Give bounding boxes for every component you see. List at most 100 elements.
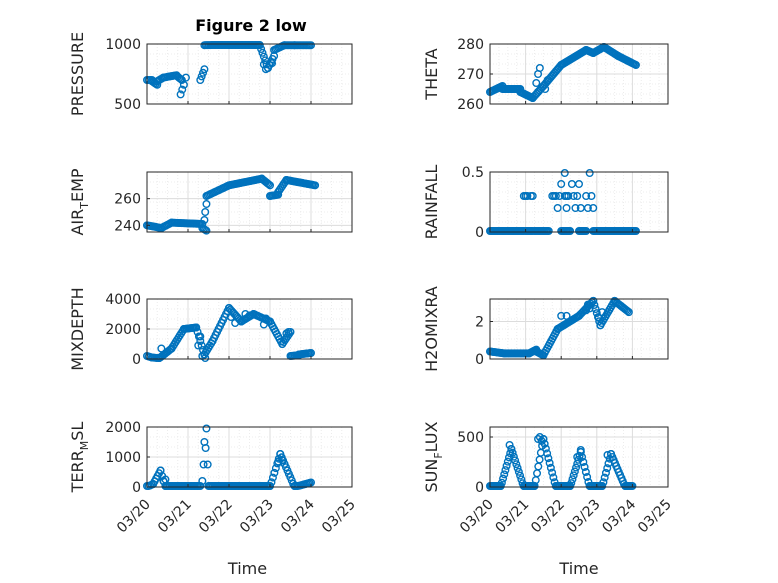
data-marker xyxy=(568,475,577,484)
x-tick-label: 03/20 xyxy=(457,497,497,537)
data-marker xyxy=(573,191,582,200)
data-marker xyxy=(513,464,522,473)
y-axis-label-main: SUN xyxy=(422,459,441,493)
x-tick-label: 03/23 xyxy=(237,497,277,537)
y-axis-label: TERRMSL xyxy=(68,422,91,494)
y-tick-label: 500 xyxy=(457,430,484,446)
data-marker xyxy=(268,59,277,68)
data-marker xyxy=(511,456,520,465)
data-marker xyxy=(255,41,264,50)
subplot-sunflux: 0 500 SUNFLUX 03/2003/2103/2203/2303/2403/2… xyxy=(422,421,675,578)
y-tick-label: 500 xyxy=(114,97,141,113)
data-marker xyxy=(274,190,283,199)
data-marker xyxy=(266,181,275,190)
data-marker xyxy=(264,180,273,189)
y-tick-label: 0.5 xyxy=(462,165,484,181)
subplot-theta: 260 270 280 THETA xyxy=(422,37,669,113)
data-marker xyxy=(549,473,558,482)
data-marker xyxy=(587,191,596,200)
x-tick-label: 03/22 xyxy=(528,497,568,537)
data-marker xyxy=(599,478,608,487)
y-axis-label-main: MIXDEPTH xyxy=(68,287,87,370)
data-marker xyxy=(544,454,553,463)
data-marker xyxy=(628,482,637,491)
x-tick-label: 03/25 xyxy=(635,497,675,537)
data-marker xyxy=(507,445,516,454)
data-marker xyxy=(541,84,550,93)
y-tick-label: 1000 xyxy=(105,450,141,466)
data-marker xyxy=(603,451,612,460)
data-marker xyxy=(241,310,250,319)
data-marker xyxy=(585,304,594,313)
data-marker xyxy=(177,75,186,84)
subplot-airtemp: 240 260 AIRTEMP xyxy=(68,168,353,236)
axes-frame xyxy=(146,171,353,233)
y-tick-label: 1000 xyxy=(105,37,141,53)
data-marker xyxy=(517,475,526,484)
data-marker xyxy=(502,461,511,470)
data-marker xyxy=(557,179,566,188)
data-marker xyxy=(566,226,575,235)
data-marker xyxy=(200,215,209,224)
y-tick-label: 0 xyxy=(475,225,484,241)
data-marker xyxy=(258,48,267,57)
x-tick-label: 03/24 xyxy=(278,496,318,536)
data-marker xyxy=(582,191,591,200)
data-marker xyxy=(259,60,268,69)
data-marker xyxy=(505,441,514,450)
data-marker xyxy=(278,456,287,465)
data-marker xyxy=(307,41,316,50)
data-marker xyxy=(528,191,537,200)
data-marker xyxy=(196,337,205,346)
data-marker xyxy=(199,460,208,469)
data-marker xyxy=(567,479,576,488)
data-marker xyxy=(231,319,240,328)
x-axis-label: Time xyxy=(558,559,598,578)
figure-title: Figure 2 low xyxy=(195,16,307,35)
data-marker xyxy=(196,75,205,84)
data-marker xyxy=(583,300,592,309)
data-marker xyxy=(176,90,185,99)
data-marker xyxy=(631,61,640,70)
y-tick-label: 280 xyxy=(457,37,484,53)
data-marker xyxy=(259,52,268,61)
data-marker xyxy=(580,463,589,472)
data-marker xyxy=(589,296,598,305)
data-marker xyxy=(589,203,598,212)
data-marker xyxy=(541,444,550,453)
data-marker xyxy=(624,308,633,317)
data-marker xyxy=(161,475,170,484)
data-marker xyxy=(202,199,211,208)
data-marker xyxy=(202,424,211,433)
x-tick-label: 03/24 xyxy=(599,496,639,536)
data-marker xyxy=(227,313,236,322)
data-marker xyxy=(557,311,566,320)
data-marker xyxy=(199,68,208,77)
y-axis-label-tail: SL xyxy=(68,422,87,441)
data-marker xyxy=(543,75,552,84)
data-marker xyxy=(532,78,541,87)
data-marker xyxy=(581,468,590,477)
data-marker xyxy=(579,458,588,467)
data-marker xyxy=(282,329,291,338)
axes-frame xyxy=(146,43,353,105)
axes-frame xyxy=(489,426,669,488)
x-tick-label: 03/25 xyxy=(319,497,359,537)
x-tick-label: 03/22 xyxy=(196,497,236,537)
y-axis-label: RAINFALL xyxy=(422,165,441,240)
y-axis-label: MIXDEPTH xyxy=(68,287,87,370)
data-marker xyxy=(570,467,579,476)
data-marker xyxy=(583,473,592,482)
data-marker xyxy=(201,444,210,453)
data-marker xyxy=(600,473,609,482)
y-tick-label: 260 xyxy=(457,97,484,113)
x-tick-label: 03/21 xyxy=(493,497,533,537)
data-marker xyxy=(583,203,592,212)
y-tick-label: 240 xyxy=(114,218,141,234)
data-marker xyxy=(523,191,532,200)
x-tick-label: 03/23 xyxy=(564,497,604,537)
data-marker xyxy=(274,457,283,466)
y-axis-label-main: H2OMIXRA xyxy=(422,286,441,372)
y-axis-label-main: AIR xyxy=(68,209,87,236)
